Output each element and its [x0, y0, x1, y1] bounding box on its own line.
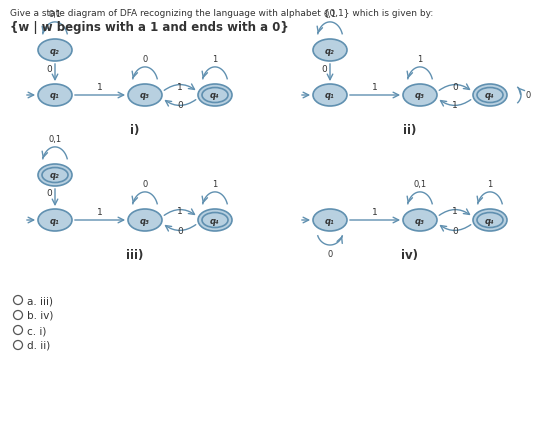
- Text: q₃: q₃: [140, 91, 150, 100]
- Text: q₂: q₂: [325, 46, 335, 55]
- Text: 1: 1: [372, 83, 378, 92]
- Text: q₃: q₃: [415, 91, 425, 100]
- Text: 1: 1: [452, 207, 458, 216]
- Text: 1: 1: [452, 101, 458, 110]
- Text: 0: 0: [46, 189, 52, 198]
- Text: 0: 0: [525, 91, 530, 100]
- Ellipse shape: [313, 209, 347, 231]
- Ellipse shape: [403, 85, 437, 107]
- Ellipse shape: [473, 209, 507, 231]
- Text: q₄: q₄: [485, 91, 495, 100]
- Ellipse shape: [198, 85, 232, 107]
- Ellipse shape: [473, 85, 507, 107]
- Text: q₃: q₃: [140, 216, 150, 225]
- Text: 0,1: 0,1: [414, 180, 427, 189]
- Text: q₁: q₁: [325, 216, 335, 225]
- Text: 0: 0: [177, 226, 183, 235]
- Text: q₁: q₁: [50, 91, 60, 100]
- Ellipse shape: [198, 209, 232, 231]
- Ellipse shape: [128, 209, 162, 231]
- Text: q₄: q₄: [210, 216, 220, 225]
- Text: b. iv): b. iv): [27, 310, 53, 320]
- Text: 0,1: 0,1: [323, 10, 337, 19]
- Text: q₂: q₂: [50, 171, 60, 180]
- Text: 0: 0: [452, 226, 458, 235]
- Text: i): i): [130, 124, 140, 137]
- Text: q₄: q₄: [485, 216, 495, 225]
- Ellipse shape: [38, 165, 72, 187]
- Text: q₁: q₁: [325, 91, 335, 100]
- Text: 1: 1: [487, 180, 493, 189]
- Text: 1: 1: [417, 55, 422, 64]
- Text: 0,1: 0,1: [49, 10, 62, 19]
- Ellipse shape: [313, 40, 347, 62]
- Text: {w | w begins with a 1 and ends with a 0}: {w | w begins with a 1 and ends with a 0…: [10, 21, 289, 34]
- Ellipse shape: [38, 85, 72, 107]
- Text: 0: 0: [452, 82, 458, 91]
- Text: 0,1: 0,1: [49, 135, 62, 144]
- Text: 0: 0: [46, 64, 52, 74]
- Text: 0: 0: [177, 101, 183, 110]
- Text: 1: 1: [177, 82, 183, 91]
- Ellipse shape: [403, 209, 437, 231]
- Text: 0: 0: [142, 55, 148, 64]
- Text: 1: 1: [372, 208, 378, 216]
- Text: 1: 1: [213, 180, 217, 189]
- Text: 0: 0: [328, 249, 332, 258]
- Text: 0: 0: [142, 180, 148, 189]
- Text: c. i): c. i): [27, 325, 46, 335]
- Text: 1: 1: [97, 208, 103, 216]
- Text: iii): iii): [126, 249, 144, 261]
- Ellipse shape: [38, 209, 72, 231]
- Text: q₄: q₄: [210, 91, 220, 100]
- Ellipse shape: [38, 40, 72, 62]
- Text: Give a state diagram of DFA recognizing the language with alphabet {0,1} which i: Give a state diagram of DFA recognizing …: [10, 9, 433, 18]
- Text: iv): iv): [402, 249, 419, 261]
- Ellipse shape: [128, 85, 162, 107]
- Text: q₂: q₂: [50, 46, 60, 55]
- Text: 1: 1: [177, 207, 183, 216]
- Text: 1: 1: [213, 55, 217, 64]
- Text: q₁: q₁: [50, 216, 60, 225]
- Text: q₃: q₃: [415, 216, 425, 225]
- Text: d. ii): d. ii): [27, 340, 50, 350]
- Text: 1: 1: [97, 83, 103, 92]
- Text: a. iii): a. iii): [27, 295, 53, 305]
- Ellipse shape: [313, 85, 347, 107]
- Text: ii): ii): [403, 124, 417, 137]
- Text: 0: 0: [321, 64, 327, 74]
